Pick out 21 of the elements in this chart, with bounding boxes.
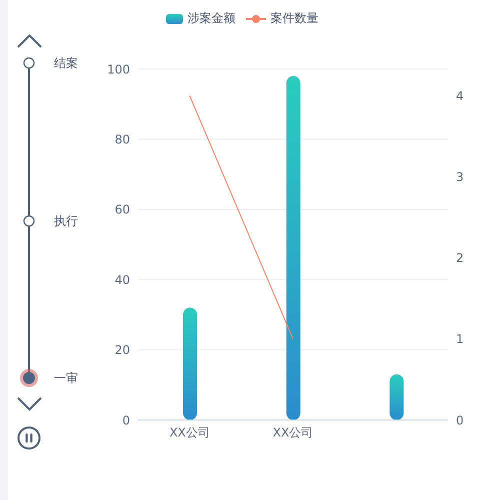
text: 结案 [54, 55, 78, 71]
legend-label: 案件数量 [270, 10, 318, 27]
text: 一审 [54, 370, 78, 386]
legend-label: 涉案金额 [188, 10, 236, 27]
y-tick-label: 20 [114, 343, 130, 358]
y-tick-label: 100 [107, 62, 130, 76]
bar [390, 374, 404, 420]
y-tick-label: 0 [122, 413, 130, 428]
y2-tick-label: 0 [456, 413, 464, 428]
bar [183, 308, 197, 420]
y-tick-label: 40 [114, 272, 130, 287]
y-tick-label: 80 [114, 132, 130, 146]
y2-tick-label: 2 [456, 251, 464, 266]
y-tick-label: 60 [114, 202, 130, 217]
y2-tick-label: 3 [456, 170, 464, 184]
text: 执行 [54, 212, 78, 228]
y2-tick-label: 1 [456, 332, 464, 346]
x-tick-label: XX公司 [169, 426, 210, 440]
x-tick-label: XX公司 [272, 426, 314, 440]
bar [286, 76, 300, 420]
y2-tick-label: 4 [456, 89, 464, 104]
